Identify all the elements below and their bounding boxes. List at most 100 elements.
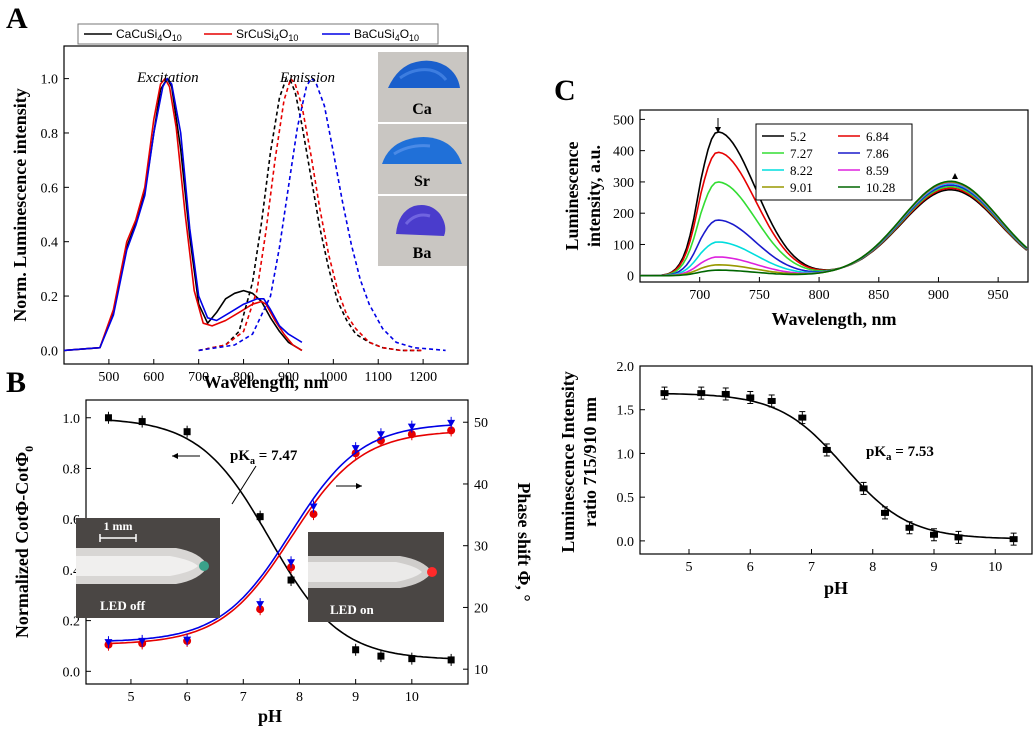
panel-c-bottom-pka-annotation: pKa = 7.53	[866, 444, 934, 463]
inset-ba-photo: Ba	[378, 196, 467, 266]
panel-b-point-2-9	[447, 419, 456, 427]
panel-c-bottom-point-11	[954, 534, 963, 541]
panel-a-ytick-label-1: 0.2	[41, 290, 59, 305]
panel-letter-a: A	[6, 2, 28, 35]
panel-b-point-0-9	[447, 656, 455, 664]
inset-label-led-off: LED off	[100, 598, 146, 613]
panel-c-bottom-point-7	[859, 485, 868, 492]
panel-b-ytick-label-5: 1.0	[63, 412, 81, 427]
panel-b-point-2-4	[287, 559, 296, 567]
panel-c-top-chart: 700 750 800 850 900 950 0 100 200 300 400 500 5.2 6.…	[562, 109, 1029, 329]
panel-c-bottom-xtick-label-2: 7	[808, 560, 815, 575]
panel-b-right-ytick-label-4: 50	[474, 416, 488, 431]
panel-b-ytick-label-3: 0.6	[63, 513, 81, 528]
legend-label-ba: BaCuSi4O10	[354, 27, 419, 43]
panel-letter-c: C	[554, 74, 576, 107]
panel-b-ytick-label-0: 0.0	[63, 665, 81, 680]
panel-c-bottom-ytick-label-1: 0.5	[617, 491, 635, 506]
panel-b-point-1-5	[309, 510, 318, 519]
panel-c-top-ytick-label-2: 200	[613, 207, 634, 222]
legend-label-ph-3: 7.86	[866, 146, 889, 161]
legend-label-ph-7: 10.28	[866, 180, 895, 195]
panel-c-bottom-xtick-label-4: 9	[931, 560, 938, 575]
inset-label-led-on: LED on	[330, 602, 374, 617]
panel-c-top-xtick-label-3: 850	[868, 288, 889, 303]
panel-c-bottom-point-6	[822, 446, 831, 453]
panel-a-ytick-label-2: 0.4	[41, 236, 59, 251]
legend-label-ph-0: 5.2	[790, 129, 806, 144]
panel-b-xtick-label-4: 9	[352, 690, 359, 705]
panel-b-point-0-7	[377, 652, 385, 660]
panel-b-xtick-label-5: 10	[405, 690, 419, 705]
panel-b-fit-line-0	[108, 419, 452, 660]
panel-a-xtick-label-6: 1100	[364, 370, 391, 385]
panel-a-ytick-label-3: 0.6	[41, 181, 59, 196]
panel-b-point-0-2	[183, 428, 191, 436]
panel-b-ytick-label-4: 0.8	[63, 462, 81, 477]
inset-label-ca: Ca	[412, 101, 432, 118]
panel-b-pka-pointer	[231, 465, 257, 505]
panel-b-right-ytick-label-0: 10	[474, 663, 488, 678]
panel-c-bottom-y-axis-label: Luminescence Intensity ratio 715/910 nm	[558, 371, 600, 553]
panel-b-xtick-label-0: 5	[127, 690, 134, 705]
panel-c-bottom-ytick-label-4: 2.0	[617, 360, 635, 375]
panel-b-ytick-label-2: 0.4	[63, 564, 81, 579]
panel-b-point-2-7	[376, 431, 385, 439]
panel-b-right-ytick-label-3: 40	[474, 478, 488, 493]
panel-b-point-0-4	[287, 576, 295, 584]
panel-c-bottom-xtick-label-0: 5	[686, 560, 693, 575]
panel-a-series-line-4	[198, 77, 424, 352]
panel-c-bottom-point-10	[930, 531, 938, 538]
panel-c-top-plot-frame	[639, 109, 1029, 283]
panel-a-x-axis-label: Wavelength, nm	[203, 372, 328, 392]
panel-c-top-xtick-label-4: 900	[928, 288, 949, 303]
panel-b-point-0-8	[408, 655, 416, 663]
legend-label-ph-6: 9.01	[790, 180, 813, 195]
panel-a-ytick-label-4: 0.8	[41, 127, 59, 142]
panel-c-top-ytick-label-4: 400	[613, 145, 634, 160]
panel-b-y-axis-label-right: Phase shift Φ, °	[514, 482, 534, 601]
inset-sr-photo: Sr	[378, 124, 467, 194]
panel-c-top-legend: 5.2 6.84 7.27 7.86 8.22 8.59 9.01 10.28	[755, 123, 913, 201]
panel-b-pka-annotation: pKa = 7.47	[230, 448, 298, 467]
panel-c-top-xtick-label-0: 700	[689, 288, 710, 303]
panel-c-bottom-point-12	[1009, 536, 1018, 543]
panel-c-bottom-ytick-label-2: 1.0	[617, 447, 635, 462]
panel-a-xtick-label-7: 1200	[409, 370, 437, 385]
panel-c-top-ytick-label-1: 100	[613, 238, 634, 253]
panel-c-top-xtick-label-5: 950	[988, 288, 1009, 303]
panel-b-point-2-6	[351, 445, 360, 453]
panel-a-xtick-label-0: 500	[98, 370, 119, 385]
panel-c-bottom-point-0	[660, 390, 669, 397]
panel-c-bottom-point-9	[905, 524, 914, 531]
panel-c-top-series-line-7	[640, 180, 1028, 277]
panel-a-legend: CaCuSi4O10 SrCuSi4O10 BaCuSi4O10	[77, 23, 439, 45]
panel-a-y-axis-label: Norm. Luminescence intensity	[10, 88, 30, 321]
panel-b-point-2-1	[138, 637, 147, 645]
panel-c-bottom-point-8	[881, 509, 889, 516]
panel-b-point-0-6	[352, 646, 360, 654]
panel-a-series-line-0	[63, 77, 303, 352]
panel-a-xtick-label-4: 900	[278, 370, 299, 385]
panel-b-point-1-8	[407, 430, 416, 439]
legend-label-ph-4: 8.22	[790, 163, 813, 178]
panel-b-y-axis-label: Normalized CotΦ-CotΦ0	[12, 446, 36, 638]
panel-c-top-x-axis-label: Wavelength, nm	[771, 309, 896, 329]
panel-a-chart: 500 600 700 800 900 1000 1100 1200 0.0 0.2 0.4 0.6 0…	[10, 23, 469, 392]
panel-b-right-ytick-label-2: 30	[474, 540, 488, 555]
panel-a-ytick-label-0: 0.0	[41, 344, 59, 359]
panel-c-bottom-xtick-label-1: 6	[747, 560, 754, 575]
panel-b-point-2-0	[104, 639, 113, 647]
panel-c-bottom-xtick-label-5: 10	[988, 560, 1002, 575]
legend-label-ph-5: 8.59	[866, 163, 889, 178]
panel-a-xtick-label-5: 1000	[319, 370, 347, 385]
panel-b-chart: 5 6 7 8 9 10 0.0 0.2 0.4 0.6 0.8 1.0 10 20 30 40 50 pKa …	[12, 399, 534, 726]
panel-a-series-line-1	[63, 77, 303, 352]
panel-c-bottom-point-1	[697, 390, 706, 397]
annotation-emission: Emission	[279, 70, 335, 86]
panel-a-ytick-label-5: 1.0	[41, 73, 59, 88]
inset-led-on-photo: LED on	[308, 532, 444, 622]
panel-c-bottom-ytick-label-3: 1.5	[617, 404, 635, 419]
panel-letter-b: B	[6, 366, 26, 399]
panel-b-xtick-label-1: 6	[184, 690, 191, 705]
